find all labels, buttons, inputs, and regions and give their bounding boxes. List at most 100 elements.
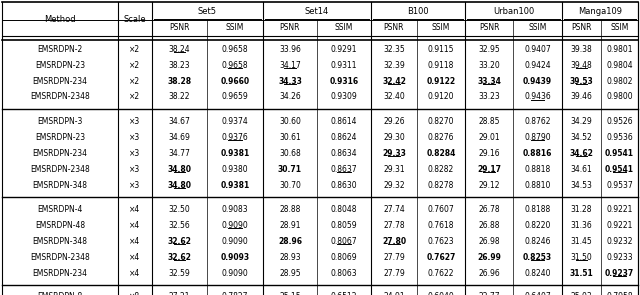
Text: 31.36: 31.36 [571, 220, 593, 230]
Text: 0.9541: 0.9541 [605, 165, 634, 173]
Text: 0.9381: 0.9381 [220, 181, 250, 189]
Text: EMSRDPN-2: EMSRDPN-2 [37, 45, 83, 53]
Text: 0.9093: 0.9093 [220, 253, 250, 261]
Text: 29.26: 29.26 [383, 117, 405, 125]
Text: 34.80: 34.80 [168, 165, 191, 173]
Text: 0.8048: 0.8048 [331, 204, 357, 214]
Text: 38.23: 38.23 [169, 60, 190, 70]
Text: 34.61: 34.61 [571, 165, 593, 173]
Text: ×8: ×8 [129, 293, 141, 295]
Text: 39.46: 39.46 [571, 93, 593, 101]
Text: 0.7607: 0.7607 [428, 204, 454, 214]
Text: 0.9090: 0.9090 [221, 268, 248, 278]
Text: 0.9436: 0.9436 [524, 93, 551, 101]
Text: 34.26: 34.26 [279, 93, 301, 101]
Text: 0.9311: 0.9311 [331, 60, 357, 70]
Text: 39.48: 39.48 [571, 60, 593, 70]
Text: Manga109: Manga109 [578, 6, 622, 16]
Text: 32.35: 32.35 [383, 45, 405, 53]
Text: 0.9083: 0.9083 [221, 204, 248, 214]
Text: 26.98: 26.98 [478, 237, 500, 245]
Text: 0.9658: 0.9658 [221, 60, 248, 70]
Text: EMSRDPN-2348: EMSRDPN-2348 [30, 165, 90, 173]
Text: 28.91: 28.91 [279, 220, 301, 230]
Text: 30.70: 30.70 [279, 181, 301, 189]
Text: 0.8067: 0.8067 [331, 237, 357, 245]
Text: 25.03: 25.03 [571, 293, 593, 295]
Text: Set5: Set5 [198, 6, 217, 16]
Text: 0.8253: 0.8253 [523, 253, 552, 261]
Text: 0.8278: 0.8278 [428, 181, 454, 189]
Text: PSNR: PSNR [280, 24, 300, 32]
Text: 38.28: 38.28 [168, 76, 191, 86]
Text: 0.9237: 0.9237 [605, 268, 634, 278]
Text: EMSRDPN-23: EMSRDPN-23 [35, 60, 85, 70]
Text: 0.9800: 0.9800 [606, 93, 633, 101]
Text: Urban100: Urban100 [493, 6, 534, 16]
Text: 0.9541: 0.9541 [605, 148, 634, 158]
Text: 29.32: 29.32 [383, 181, 405, 189]
Text: ×2: ×2 [129, 93, 141, 101]
Text: SSIM: SSIM [226, 24, 244, 32]
Text: 28.88: 28.88 [279, 204, 301, 214]
Text: 0.8276: 0.8276 [428, 132, 454, 142]
Text: 38.24: 38.24 [169, 45, 190, 53]
Text: SSIM: SSIM [528, 24, 547, 32]
Text: 26.99: 26.99 [477, 253, 501, 261]
Text: 34.62: 34.62 [570, 148, 593, 158]
Text: 32.59: 32.59 [168, 268, 190, 278]
Text: 0.8816: 0.8816 [523, 148, 552, 158]
Text: 0.8069: 0.8069 [331, 253, 357, 261]
Text: 0.9090: 0.9090 [221, 220, 248, 230]
Text: 0.9291: 0.9291 [331, 45, 357, 53]
Text: 29.33: 29.33 [382, 148, 406, 158]
Text: 0.8282: 0.8282 [428, 165, 454, 173]
Text: 29.01: 29.01 [478, 132, 500, 142]
Text: 32.95: 32.95 [478, 45, 500, 53]
Text: EMSRDPN-2348: EMSRDPN-2348 [30, 93, 90, 101]
Text: 0.6040: 0.6040 [428, 293, 454, 295]
Text: 0.7623: 0.7623 [428, 237, 454, 245]
Text: 26.88: 26.88 [478, 220, 500, 230]
Text: 27.80: 27.80 [382, 237, 406, 245]
Text: ×3: ×3 [129, 148, 141, 158]
Text: 0.8059: 0.8059 [331, 220, 357, 230]
Text: 34.77: 34.77 [168, 148, 191, 158]
Text: 31.45: 31.45 [571, 237, 593, 245]
Text: 32.62: 32.62 [168, 237, 191, 245]
Text: 27.21: 27.21 [169, 293, 190, 295]
Text: PSNR: PSNR [384, 24, 404, 32]
Text: 0.8246: 0.8246 [524, 237, 551, 245]
Text: 0.9118: 0.9118 [428, 60, 454, 70]
Text: 34.33: 34.33 [278, 76, 302, 86]
Text: 0.9658: 0.9658 [221, 45, 248, 53]
Text: Scale: Scale [124, 14, 147, 24]
Text: 0.9536: 0.9536 [606, 132, 633, 142]
Text: 30.68: 30.68 [279, 148, 301, 158]
Text: 30.71: 30.71 [278, 165, 302, 173]
Text: 28.93: 28.93 [279, 253, 301, 261]
Text: 28.95: 28.95 [279, 268, 301, 278]
Text: 34.80: 34.80 [168, 181, 191, 189]
Text: EMSRDPN-4: EMSRDPN-4 [37, 204, 83, 214]
Text: 0.9424: 0.9424 [524, 60, 551, 70]
Text: EMSRDPN-348: EMSRDPN-348 [33, 237, 88, 245]
Text: 0.9376: 0.9376 [221, 132, 248, 142]
Text: 33.23: 33.23 [478, 93, 500, 101]
Text: ×4: ×4 [129, 253, 141, 261]
Text: 0.8063: 0.8063 [331, 268, 357, 278]
Text: 34.69: 34.69 [168, 132, 191, 142]
Text: EMSRDPN-23: EMSRDPN-23 [35, 132, 85, 142]
Text: ×4: ×4 [129, 268, 141, 278]
Text: 24.91: 24.91 [383, 293, 405, 295]
Text: Method: Method [44, 14, 76, 24]
Text: 29.16: 29.16 [478, 148, 500, 158]
Text: 0.9122: 0.9122 [426, 76, 456, 86]
Text: 0.8762: 0.8762 [524, 117, 551, 125]
Text: 0.9221: 0.9221 [606, 220, 633, 230]
Text: SSIM: SSIM [611, 24, 628, 32]
Text: 22.77: 22.77 [478, 293, 500, 295]
Text: 34.52: 34.52 [571, 132, 593, 142]
Text: 0.8270: 0.8270 [428, 117, 454, 125]
Text: ×3: ×3 [129, 132, 141, 142]
